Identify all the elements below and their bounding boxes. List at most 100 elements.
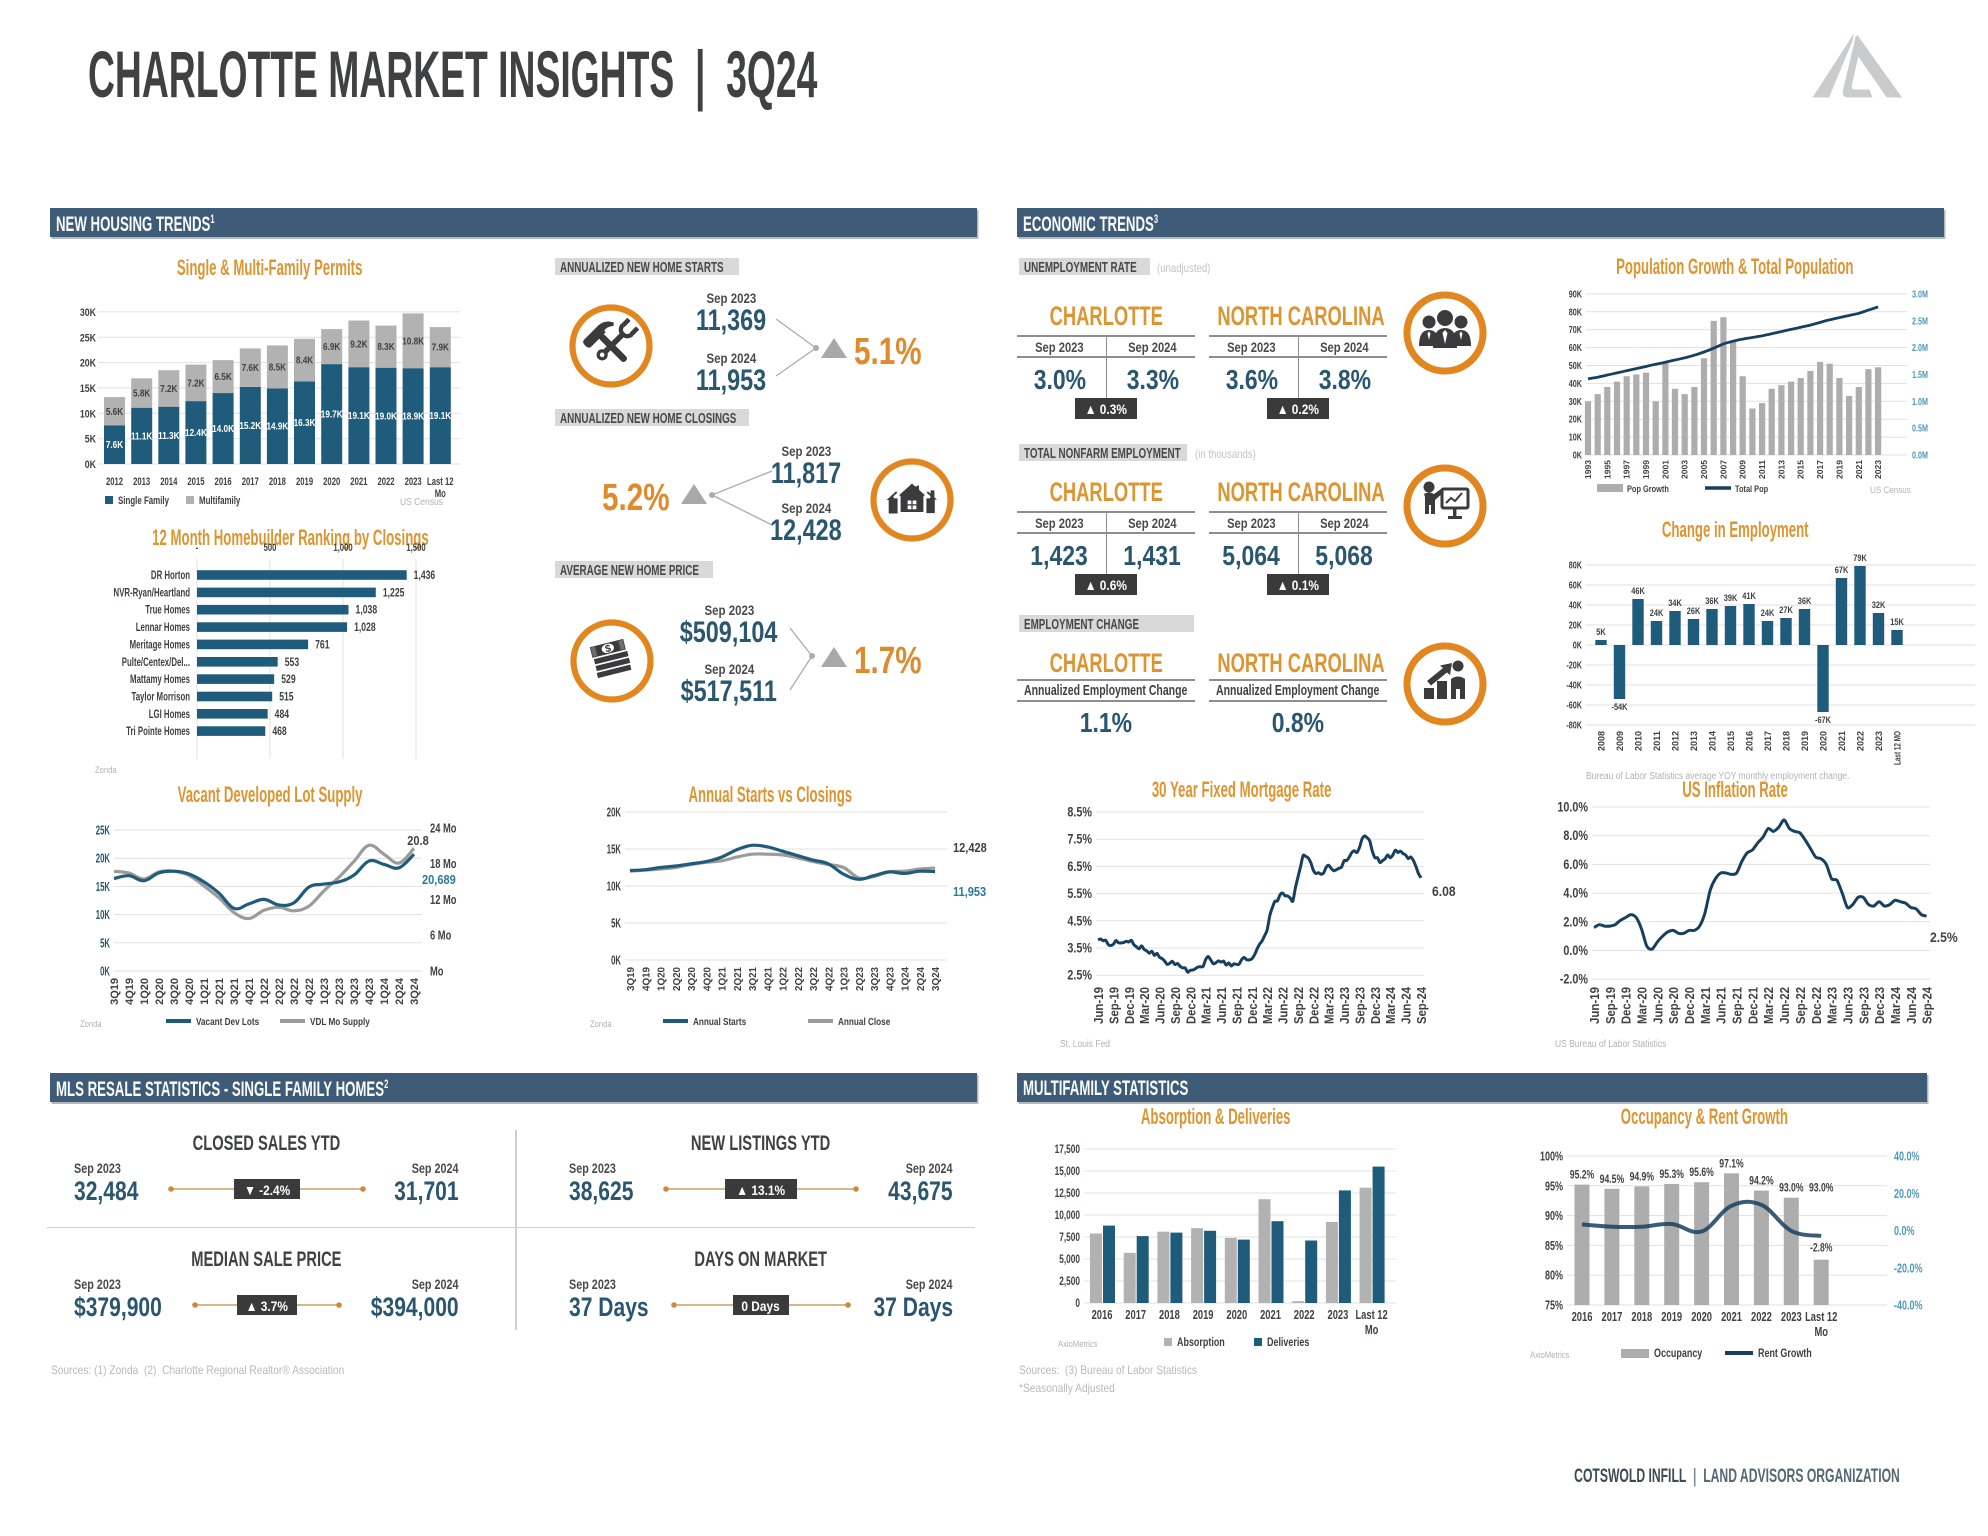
svg-text:8.4K: 8.4K bbox=[296, 354, 313, 366]
svg-text:11,953: 11,953 bbox=[953, 884, 986, 899]
svg-text:2Q24: 2Q24 bbox=[394, 977, 406, 1005]
svg-text:1997: 1997 bbox=[1622, 460, 1632, 479]
svg-text:15K: 15K bbox=[80, 383, 97, 395]
svg-text:AxioMetrics: AxioMetrics bbox=[1058, 1338, 1097, 1349]
svg-text:3Q22: 3Q22 bbox=[289, 978, 301, 1005]
svg-text:7.6K: 7.6K bbox=[242, 361, 259, 373]
svg-text:0K: 0K bbox=[85, 459, 97, 471]
svg-text:Dec-20: Dec-20 bbox=[1184, 987, 1198, 1024]
svg-text:3.0M: 3.0M bbox=[1912, 288, 1928, 299]
svg-text:Mar-24: Mar-24 bbox=[1384, 987, 1398, 1024]
svg-text:1,028: 1,028 bbox=[354, 622, 376, 634]
svg-text:0K: 0K bbox=[1573, 639, 1583, 650]
svg-text:94.2%: 94.2% bbox=[1749, 1176, 1773, 1188]
svg-text:Taylor Morrison: Taylor Morrison bbox=[132, 691, 190, 704]
svg-text:80K: 80K bbox=[1569, 559, 1583, 570]
svg-text:Dec-22: Dec-22 bbox=[1810, 987, 1824, 1024]
svg-text:2020: 2020 bbox=[1819, 731, 1829, 751]
svg-text:Dec-23: Dec-23 bbox=[1369, 987, 1383, 1024]
svg-text:2019: 2019 bbox=[296, 476, 313, 489]
svg-text:1,225: 1,225 bbox=[383, 587, 405, 599]
svg-text:Jun-23: Jun-23 bbox=[1338, 987, 1352, 1024]
svg-text:True Homes: True Homes bbox=[145, 604, 190, 617]
svg-text:2016: 2016 bbox=[215, 476, 232, 489]
svg-text:4Q22: 4Q22 bbox=[304, 978, 316, 1005]
svg-text:15K: 15K bbox=[1890, 616, 1904, 627]
svg-text:-2.0%: -2.0% bbox=[1560, 972, 1588, 987]
svg-text:2015: 2015 bbox=[187, 476, 205, 489]
svg-text:4Q21: 4Q21 bbox=[244, 978, 256, 1005]
svg-text:0.0M: 0.0M bbox=[1912, 449, 1928, 460]
svg-text:90K: 90K bbox=[1569, 288, 1583, 299]
svg-text:41K: 41K bbox=[1742, 590, 1756, 601]
svg-text:-54K: -54K bbox=[1611, 701, 1628, 712]
svg-text:1Q20: 1Q20 bbox=[656, 967, 668, 991]
svg-text:2021: 2021 bbox=[1260, 1309, 1281, 1323]
svg-text:7,500: 7,500 bbox=[1059, 1232, 1080, 1245]
svg-text:1,436: 1,436 bbox=[414, 570, 436, 582]
svg-text:3Q19: 3Q19 bbox=[625, 967, 637, 991]
svg-text:8.5%: 8.5% bbox=[1067, 804, 1092, 819]
svg-text:3Q23: 3Q23 bbox=[869, 967, 881, 991]
svg-text:Sep-20: Sep-20 bbox=[1667, 987, 1681, 1024]
svg-text:85%: 85% bbox=[1545, 1240, 1563, 1254]
svg-text:93.0%: 93.0% bbox=[1779, 1183, 1803, 1195]
svg-text:2Q22: 2Q22 bbox=[274, 978, 286, 1005]
svg-text:80%: 80% bbox=[1545, 1269, 1563, 1283]
svg-text:2017: 2017 bbox=[242, 476, 259, 489]
svg-text:5.8K: 5.8K bbox=[133, 386, 150, 398]
svg-text:5K: 5K bbox=[100, 938, 110, 951]
svg-text:2018: 2018 bbox=[1782, 731, 1792, 751]
svg-text:-40.0%: -40.0% bbox=[1894, 1299, 1923, 1313]
svg-text:8.0%: 8.0% bbox=[1563, 828, 1588, 843]
svg-text:0K: 0K bbox=[100, 966, 110, 979]
svg-text:2020: 2020 bbox=[1226, 1309, 1247, 1323]
svg-text:2015: 2015 bbox=[1726, 731, 1736, 751]
svg-text:36K: 36K bbox=[1798, 595, 1812, 606]
svg-text:Jun-22: Jun-22 bbox=[1778, 987, 1792, 1024]
svg-text:2005: 2005 bbox=[1699, 460, 1709, 479]
svg-text:Annual Close: Annual Close bbox=[838, 1015, 890, 1027]
svg-text:4Q22: 4Q22 bbox=[823, 967, 835, 991]
svg-text:2023: 2023 bbox=[1874, 731, 1884, 751]
svg-text:94.5%: 94.5% bbox=[1600, 1174, 1624, 1186]
svg-text:50K: 50K bbox=[1569, 360, 1583, 371]
svg-text:10,000: 10,000 bbox=[1055, 1210, 1081, 1223]
svg-text:Mar-22: Mar-22 bbox=[1261, 987, 1275, 1024]
svg-text:95.3%: 95.3% bbox=[1659, 1169, 1683, 1181]
svg-text:4Q23: 4Q23 bbox=[364, 978, 376, 1005]
svg-text:20K: 20K bbox=[607, 807, 622, 820]
svg-text:26K: 26K bbox=[1687, 605, 1701, 616]
svg-text:12 Mo: 12 Mo bbox=[430, 894, 457, 908]
svg-text:11.3K: 11.3K bbox=[158, 429, 180, 441]
svg-text:94.9%: 94.9% bbox=[1630, 1171, 1654, 1183]
svg-text:2015: 2015 bbox=[1796, 460, 1806, 479]
svg-text:1Q23: 1Q23 bbox=[839, 967, 851, 991]
svg-text:484: 484 bbox=[275, 709, 290, 721]
svg-text:3Q24: 3Q24 bbox=[930, 967, 942, 991]
svg-text:7.6K: 7.6K bbox=[106, 438, 123, 450]
svg-text:5.6K: 5.6K bbox=[106, 405, 123, 417]
svg-text:2013: 2013 bbox=[1689, 731, 1699, 751]
svg-text:20K: 20K bbox=[80, 358, 97, 370]
svg-text:Occupancy: Occupancy bbox=[1654, 1348, 1703, 1360]
svg-text:529: 529 bbox=[281, 674, 296, 686]
svg-text:-67K: -67K bbox=[1815, 714, 1832, 725]
svg-text:2018: 2018 bbox=[1159, 1309, 1180, 1323]
svg-text:0.0%: 0.0% bbox=[1563, 943, 1588, 958]
svg-text:95%: 95% bbox=[1545, 1180, 1563, 1194]
svg-text:18.9K: 18.9K bbox=[402, 410, 424, 422]
svg-text:10.8K: 10.8K bbox=[402, 334, 424, 346]
svg-text:27K: 27K bbox=[1779, 604, 1793, 615]
svg-text:2Q23: 2Q23 bbox=[334, 978, 346, 1005]
svg-text:100%: 100% bbox=[1540, 1150, 1563, 1164]
svg-text:12.4K: 12.4K bbox=[185, 426, 207, 438]
svg-text:2021: 2021 bbox=[1721, 1311, 1742, 1325]
svg-text:25K: 25K bbox=[80, 332, 97, 344]
svg-text:Total Pop: Total Pop bbox=[1735, 483, 1768, 494]
svg-text:Mar-22: Mar-22 bbox=[1762, 987, 1776, 1024]
svg-text:Pulte/Centex/Del...: Pulte/Centex/Del... bbox=[122, 656, 190, 669]
svg-text:11.1K: 11.1K bbox=[131, 429, 153, 441]
svg-text:St. Louis Fed: St. Louis Fed bbox=[1060, 1038, 1110, 1049]
svg-text:Tri Pointe Homes: Tri Pointe Homes bbox=[126, 726, 190, 739]
